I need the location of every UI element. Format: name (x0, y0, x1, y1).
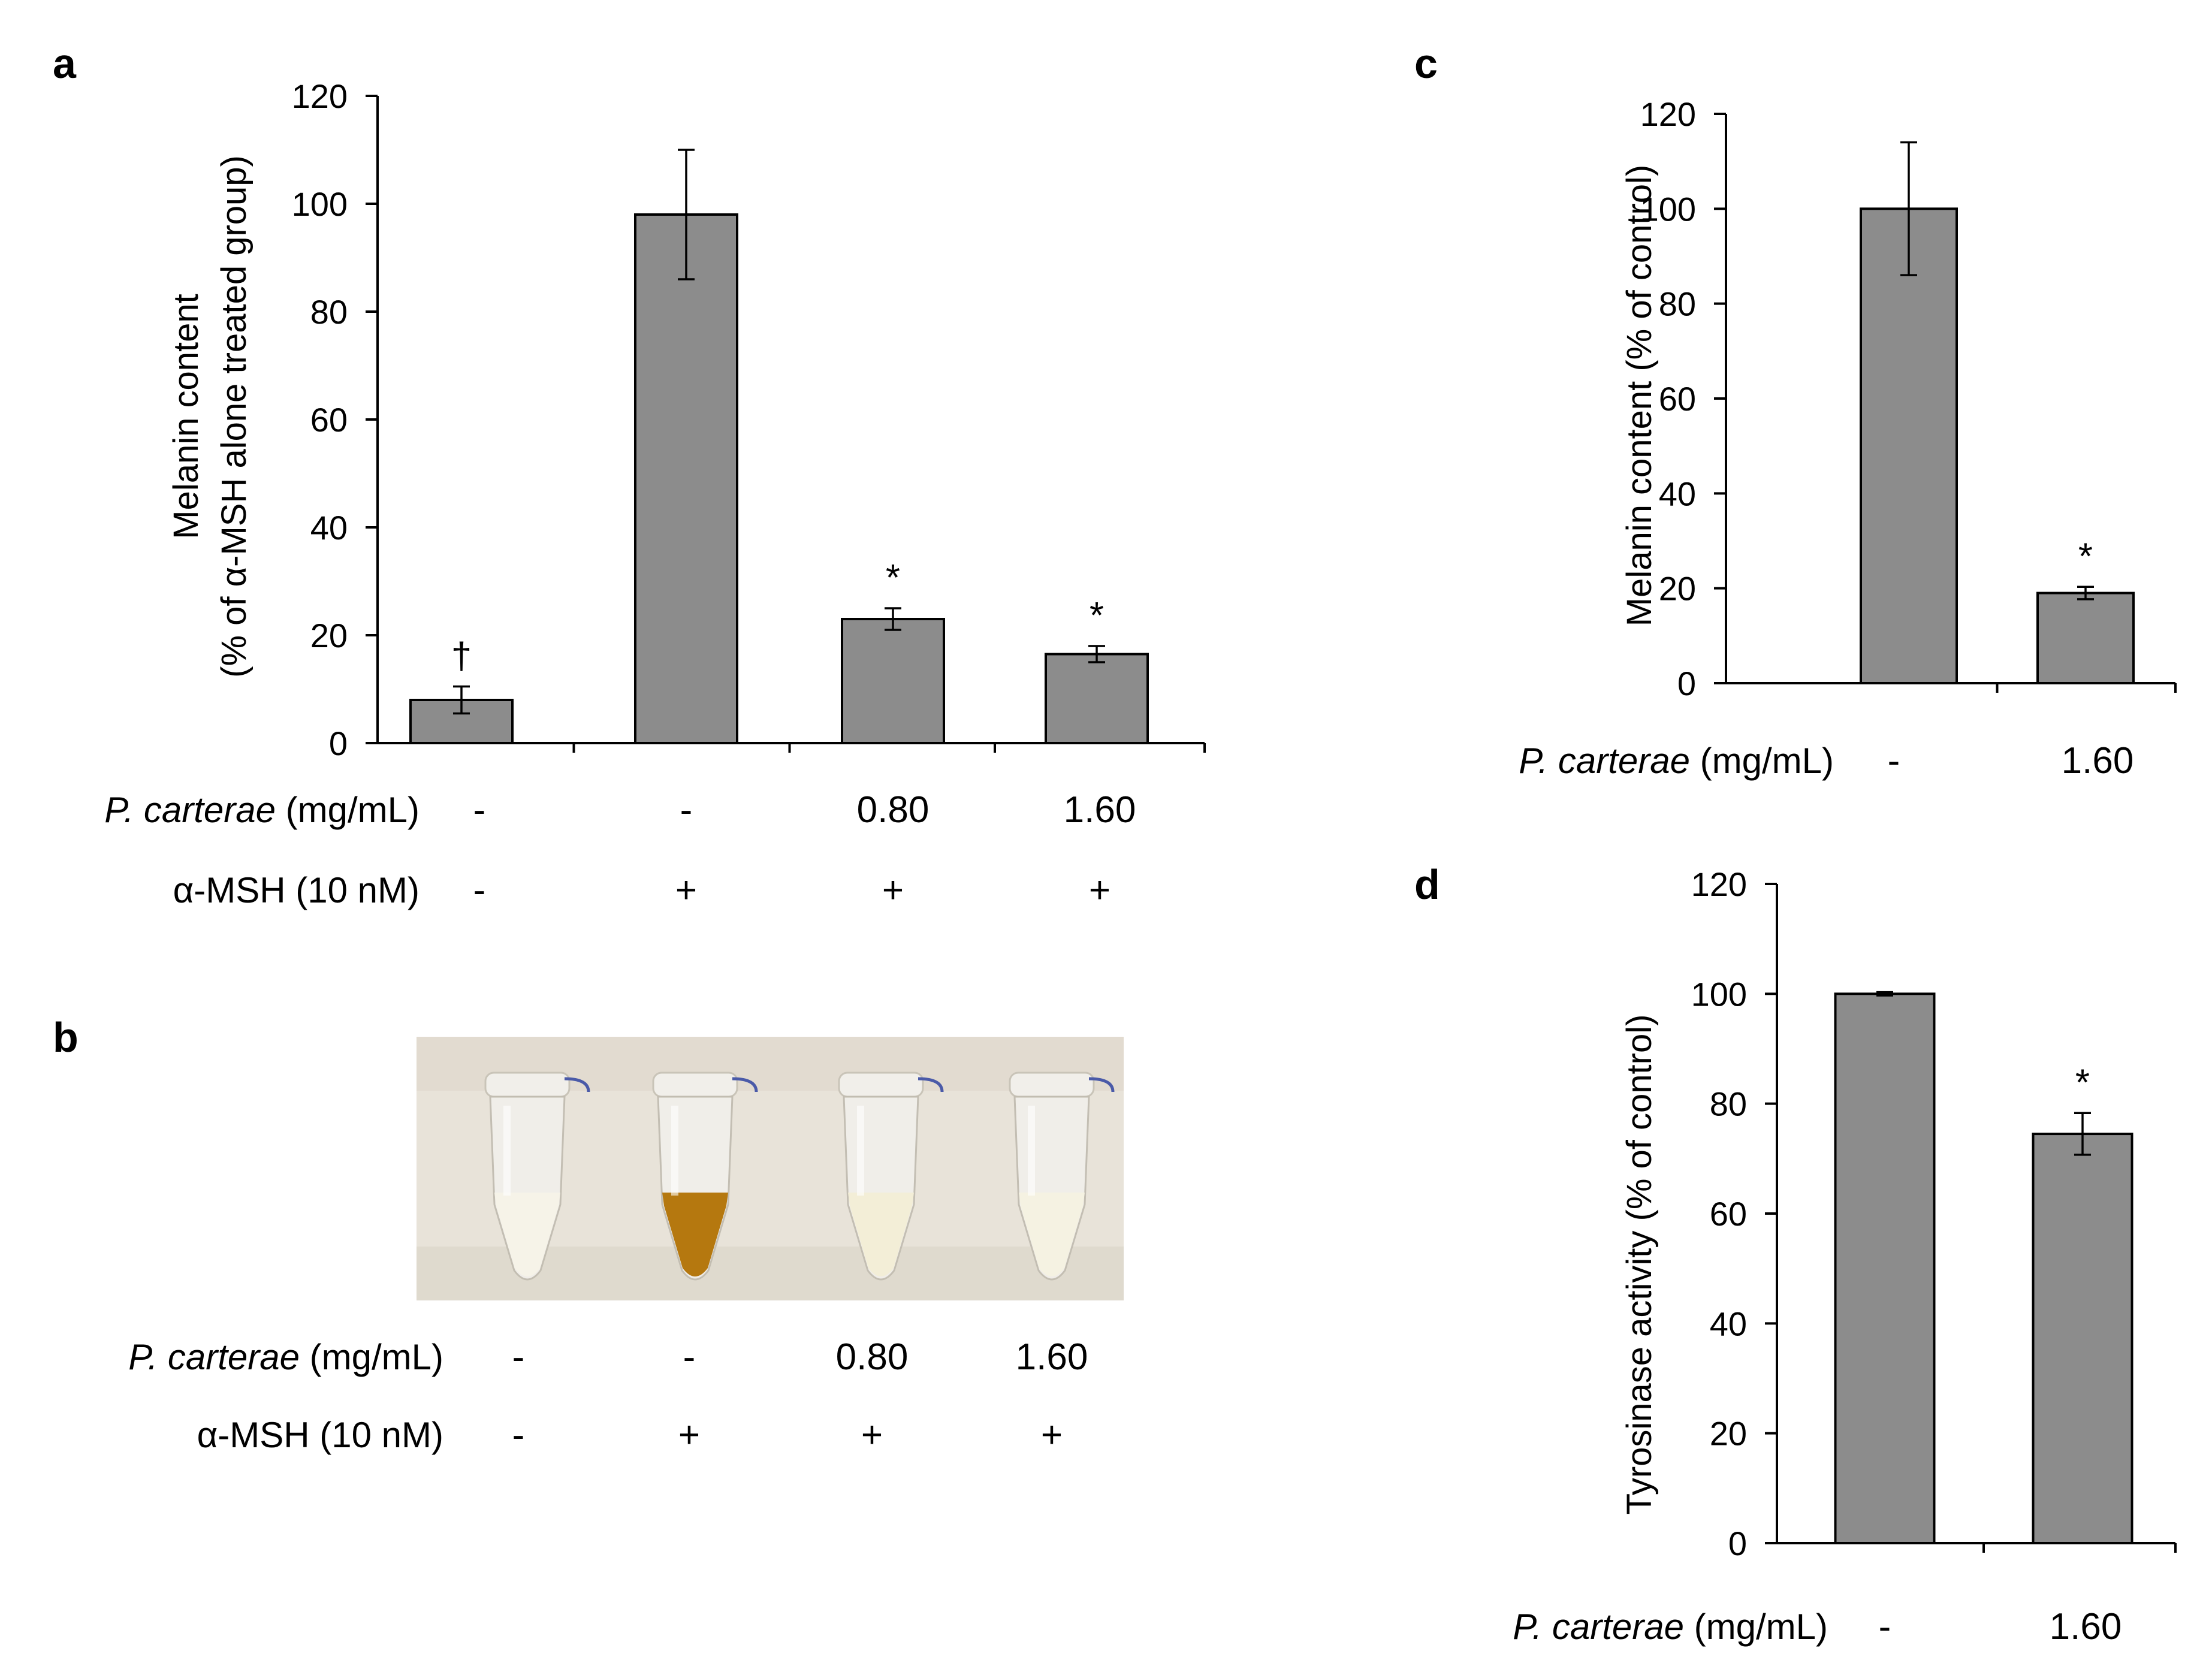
panel-d-y-tick-label: 100 (1691, 975, 1747, 1013)
panel-a-error-bar-3 (1088, 645, 1105, 663)
panel-a-y-tick-label: 100 (292, 185, 348, 223)
tube-high_dose (1009, 1072, 1115, 1281)
panel-d-row-labels: P. carterae (mg/mL) - 1.60 (1513, 1606, 2122, 1647)
panel-c-ylabel: Melanin content (% of control) (1620, 165, 1659, 626)
panel-c-bar-1 (2036, 591, 2135, 684)
panel-b-row-labels: P. carterae (mg/mL) - - 0.80 1.60 α-MSH (10 n… (128, 1336, 1088, 1456)
panel-d-chart: Tyrosinase activity (% of control) 0 20 40… (1620, 865, 2177, 1562)
panel-c-y-tick-label: 0 (1677, 665, 1696, 702)
panel-c-label: c (1414, 40, 1438, 87)
panel-b-photo (417, 1037, 1124, 1300)
panel-a-row-0-cell-3: 1.60 (1064, 789, 1136, 831)
panel-d-row-0-cell-0: - (1879, 1606, 1891, 1647)
panel-b-row-1-cell-1: + (678, 1414, 700, 1456)
panel-c-row-0-label: P. carterae (mg/mL) (1519, 741, 1834, 781)
panel-a-y-tick-label: 80 (310, 293, 348, 331)
panel-d-bar-1 (2032, 1133, 2133, 1545)
panel-a-row-0-label: P. carterae (mg/mL) (104, 790, 420, 830)
panel-c-y-tick-label: 60 (1659, 380, 1696, 418)
panel-c-row-labels: P. carterae (mg/mL) - 1.60 (1519, 740, 2133, 781)
panel-a-chart: Melanin content (% of α-MSH alone treate… (167, 77, 1206, 762)
panel-c-y-tick-label: 120 (1640, 95, 1696, 133)
panel-d-y-tick-label: 80 (1710, 1085, 1747, 1123)
panel-b-label: b (53, 1014, 79, 1061)
panel-b-row-0-label: P. carterae (mg/mL) (128, 1337, 443, 1377)
panel-a-y-tick-label: 120 (292, 77, 348, 115)
panel-a-row-1-cell-2: + (882, 870, 904, 911)
panel-a-row-1-cell-1: + (675, 870, 697, 911)
panel-b-row-0-cell-0: - (512, 1336, 525, 1378)
panel-d-row-0-cell-1: 1.60 (2050, 1606, 2122, 1647)
panel-a-row-1-cell-0: - (473, 870, 486, 911)
panel-a-error-bar-0 (453, 685, 470, 715)
panel-a-y-tick-label: 60 (310, 401, 348, 439)
panel-b-row-1-label: α-MSH (10 nM) (197, 1415, 443, 1455)
panel-c-y-tick-label: 80 (1659, 285, 1696, 323)
panel-c-error-bar-0 (1900, 141, 1917, 276)
panel-d-error-bar-1 (2074, 1112, 2091, 1156)
panel-d-significance-1: * (2075, 1062, 2090, 1103)
panel-c-error-bar-1 (2077, 585, 2094, 600)
panel-a-row-1-label: α-MSH (10 nM) (173, 870, 420, 910)
panel-c-y-tick-label: 100 (1640, 190, 1696, 228)
panel-b-row-1-cell-0: - (512, 1414, 525, 1456)
panel-d-y-tick-label: 40 (1710, 1305, 1747, 1342)
panel-a-label: a (53, 40, 77, 87)
panel-c-bar-0 (1860, 207, 1958, 685)
panel-a-row-0-cell-0: - (473, 789, 486, 831)
panel-d-row-0-label: P. carterae (mg/mL) (1513, 1607, 1828, 1647)
tube-low_dose (838, 1072, 944, 1281)
panel-d-y-tick-label: 20 (1710, 1415, 1747, 1453)
panel-d-bar-0 (1834, 992, 1936, 1545)
panel-a-error-bar-2 (885, 607, 901, 631)
panel-a-bar-0 (409, 699, 514, 744)
panel-a-y-tick-label: 40 (310, 509, 348, 547)
panel-a-bar-1 (634, 213, 738, 744)
tube-control (484, 1072, 590, 1281)
panel-c-row-0-cell-1: 1.60 (2062, 740, 2134, 781)
panel-a-row-labels: P. carterae (mg/mL) - - 0.80 1.60 α-MSH (10 n… (104, 789, 1136, 911)
panel-b-row-1-cell-2: + (861, 1414, 883, 1456)
panel-a-bar-3 (1045, 653, 1149, 744)
panel-b-row-1-cell-3: + (1041, 1414, 1063, 1456)
panel-a-row-1-cell-3: + (1089, 870, 1110, 911)
panel-a-row-0-cell-2: 0.80 (857, 789, 930, 831)
panel-a-significance-3: * (1090, 595, 1104, 636)
panel-a-significance-0: † (451, 636, 472, 677)
panel-a-error-bar-1 (678, 149, 695, 280)
panel-a-y-tick-label: 20 (310, 617, 348, 654)
panel-a-ylabel-line2: (% of α-MSH alone treated group) (215, 155, 254, 678)
tube-msh (652, 1072, 758, 1281)
panel-d-error-bar-0 (1876, 991, 1893, 997)
panel-d-y-tick-label: 120 (1691, 865, 1747, 903)
panel-c-y-tick-label: 40 (1659, 475, 1696, 512)
panel-a-significance-2: * (886, 557, 900, 599)
panel-a-ylabel-line1: Melanin content (167, 294, 206, 539)
panel-a-y-tick-label: 0 (329, 725, 348, 762)
panel-b-row-0-cell-3: 1.60 (1016, 1336, 1088, 1378)
panel-c-chart: Melanin content (% of control) 0 20 40 60 80… (1620, 95, 2177, 702)
panel-d-y-tick-label: 60 (1710, 1195, 1747, 1233)
panel-c-row-0-cell-0: - (1888, 740, 1900, 781)
panel-c-y-tick-label: 20 (1659, 570, 1696, 608)
panel-b-row-0-cell-1: - (683, 1336, 696, 1378)
panel-a-row-0-cell-1: - (680, 789, 693, 831)
panel-d-label: d (1414, 861, 1440, 908)
panel-b-row-0-cell-2: 0.80 (836, 1336, 909, 1378)
panel-a-bar-2 (841, 618, 945, 744)
panel-c-significance-1: * (2078, 536, 2093, 577)
panel-d-y-tick-label: 0 (1728, 1525, 1747, 1562)
panel-d-ylabel: Tyrosinase activity (% of control) (1620, 1015, 1659, 1515)
